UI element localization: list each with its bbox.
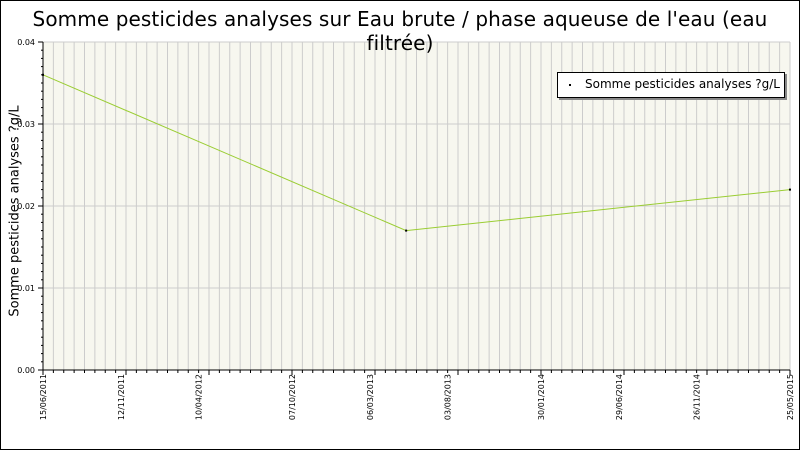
y-tick-labels: 0.00 0.01 0.02 0.03 0.04 [17, 38, 35, 375]
x-tick-label: 26/11/2014 [693, 374, 702, 420]
legend-label: Somme pesticides analyses ?g/L [585, 77, 780, 91]
data-point [405, 229, 408, 232]
x-tick-label: 12/11/2011 [117, 374, 126, 420]
axes [38, 41, 791, 375]
data-point [789, 188, 791, 191]
x-tick-label: 30/01/2014 [537, 374, 546, 420]
legend: Somme pesticides analyses ?g/L [557, 72, 785, 98]
x-tick-label: 06/03/2013 [366, 374, 375, 420]
y-tick-label: 0.00 [17, 366, 35, 375]
legend-marker [568, 83, 572, 87]
y-axis-label: Somme pesticides analyses ?g/L [7, 105, 23, 317]
x-tick-label: 15/06/2011 [39, 374, 48, 420]
y-tick-label: 0.03 [17, 120, 35, 129]
x-tick-label: 29/06/2014 [615, 374, 624, 420]
y-tick-label: 0.02 [17, 202, 35, 211]
x-tick-labels: 15/06/2011 12/11/2011 10/04/2012 07/10/2012… [39, 374, 795, 420]
x-tick-label: 03/08/2013 [444, 374, 453, 420]
y-tick-label: 0.04 [17, 38, 35, 47]
y-tick-label: 0.01 [17, 284, 35, 293]
x-tick-label: 25/05/2015 [786, 374, 795, 420]
chart-title: Somme pesticides analyses sur Eau brute … [32, 7, 768, 55]
x-tick-label: 10/04/2012 [195, 374, 204, 420]
x-tick-label: 07/10/2012 [288, 374, 297, 420]
series-layer [42, 73, 791, 232]
data-point [42, 73, 44, 76]
